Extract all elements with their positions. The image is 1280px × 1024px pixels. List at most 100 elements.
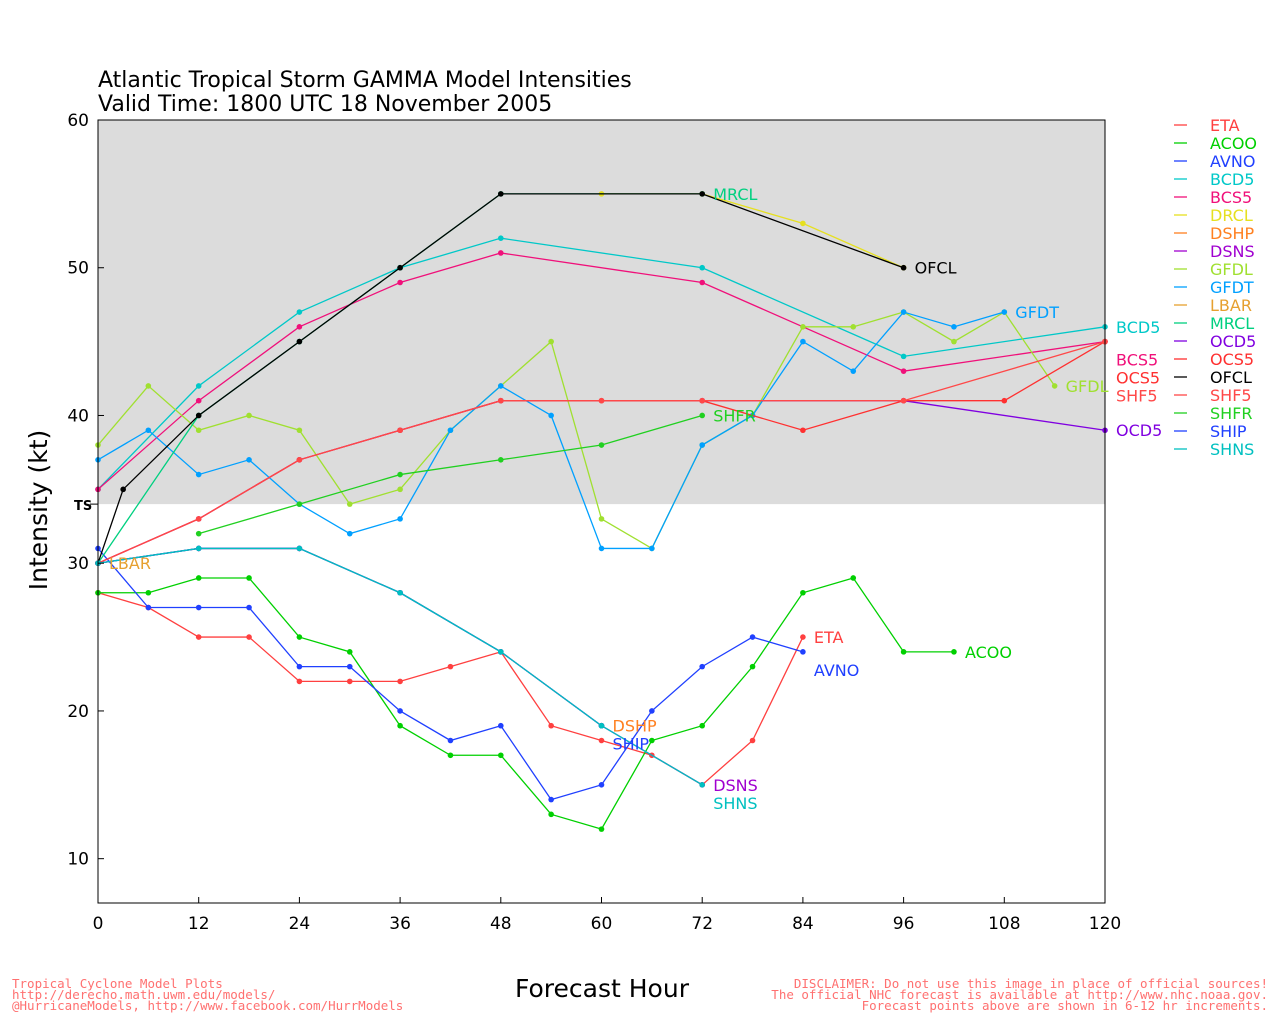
x-tick-label: 96 — [893, 914, 915, 934]
series-end-label: DSHP — [613, 717, 658, 736]
data-point — [598, 397, 605, 404]
data-point — [699, 782, 705, 788]
data-point — [296, 678, 303, 685]
data-point — [346, 649, 353, 655]
data-point — [598, 737, 605, 744]
data-point — [598, 545, 605, 552]
data-point — [951, 649, 957, 655]
data-point — [598, 826, 605, 832]
data-point — [296, 338, 303, 345]
data-point — [850, 575, 857, 581]
data-point — [498, 752, 504, 759]
data-point — [749, 663, 756, 670]
series-end-label: DSNS — [713, 776, 758, 795]
data-point — [296, 545, 303, 552]
series-end-label: SHFR — [713, 406, 756, 425]
data-point — [397, 486, 403, 493]
data-point — [548, 338, 554, 345]
data-point — [296, 456, 303, 463]
data-point — [800, 338, 806, 345]
data-point — [195, 427, 202, 434]
data-point — [296, 427, 303, 434]
data-point — [498, 722, 504, 729]
data-point — [447, 737, 454, 744]
data-point — [598, 722, 605, 729]
data-point — [649, 708, 655, 714]
data-point — [145, 589, 152, 596]
series-line — [97, 311, 1056, 550]
footer-right-line: The official NHC forecast is available a… — [771, 987, 1268, 1002]
data-point — [145, 604, 152, 611]
data-point — [246, 604, 252, 611]
y-axis-label: Intensity (kt) — [24, 430, 53, 591]
data-point — [498, 456, 504, 463]
series-end-label: LBAR — [109, 554, 151, 573]
data-point — [145, 427, 152, 434]
chart-subtitle: Valid Time: 1800 UTC 18 November 2005 — [98, 92, 552, 117]
data-point — [346, 663, 353, 670]
footer-left-line: http://derecho.math.uwm.edu/models/ — [12, 987, 276, 1002]
series-end-label: AVNO — [814, 661, 859, 680]
series-end-label: ACOO — [965, 643, 1012, 662]
ts-label: TS — [74, 499, 92, 514]
tropical-storm-shade — [98, 120, 1105, 505]
legend-entry: LBAR — [1210, 296, 1252, 315]
data-point — [548, 811, 554, 818]
legend: ETAACOOAVNOBCD5BCS5DRCLDSHPDSNSGFDLGFDTL… — [1174, 116, 1257, 459]
x-axis-label: Forecast Hour — [515, 974, 690, 1003]
data-point — [397, 264, 403, 271]
data-point — [749, 634, 756, 640]
data-point — [800, 220, 806, 227]
data-point — [548, 412, 554, 419]
data-point — [246, 412, 252, 419]
y-tick-label: 30 — [67, 554, 89, 574]
data-point — [598, 442, 605, 448]
data-point — [397, 427, 403, 434]
legend-entry: SHNS — [1210, 440, 1254, 459]
series-ship — [95, 545, 605, 729]
data-point — [951, 338, 957, 345]
data-point — [699, 279, 705, 286]
y-tick-label: 10 — [67, 850, 89, 870]
data-point — [397, 471, 403, 478]
legend-entry: DRCL — [1210, 206, 1253, 225]
data-point — [397, 678, 403, 685]
series-end-label: GFDT — [1015, 303, 1059, 322]
data-point — [397, 722, 403, 729]
footer-right-line: DISCLAIMER: Do not use this image in pla… — [793, 976, 1268, 991]
legend-entry: BCD5 — [1210, 170, 1254, 189]
data-point — [800, 324, 806, 330]
series-line — [97, 547, 602, 727]
data-point — [1001, 397, 1008, 404]
data-point — [498, 649, 504, 655]
data-point — [649, 545, 655, 552]
data-point — [195, 604, 202, 611]
data-point — [397, 708, 403, 714]
data-point — [649, 737, 655, 744]
data-point — [397, 589, 403, 596]
legend-entry: DSHP — [1210, 224, 1255, 243]
data-point — [800, 634, 806, 640]
x-tick-label: 36 — [389, 914, 411, 934]
data-point — [699, 412, 705, 419]
data-point — [951, 324, 957, 330]
data-point — [548, 796, 554, 803]
data-point — [699, 722, 705, 729]
data-point — [598, 782, 605, 788]
data-point — [498, 383, 504, 389]
series-end-label: MRCL — [713, 185, 757, 204]
data-point — [346, 530, 353, 537]
data-point — [1001, 309, 1008, 315]
data-point — [195, 471, 202, 478]
data-point — [800, 649, 806, 655]
data-point — [699, 264, 705, 271]
legend-entry: OCD5 — [1210, 332, 1256, 351]
x-tick-label: 120 — [1089, 914, 1121, 934]
data-point — [447, 427, 454, 434]
data-point — [296, 309, 303, 315]
data-point — [900, 309, 907, 315]
chart-title: Atlantic Tropical Storm GAMMA Model Inte… — [98, 68, 632, 93]
data-point — [296, 501, 303, 507]
x-tick-label: 12 — [188, 914, 210, 934]
series-end-label: ETA — [814, 628, 844, 647]
